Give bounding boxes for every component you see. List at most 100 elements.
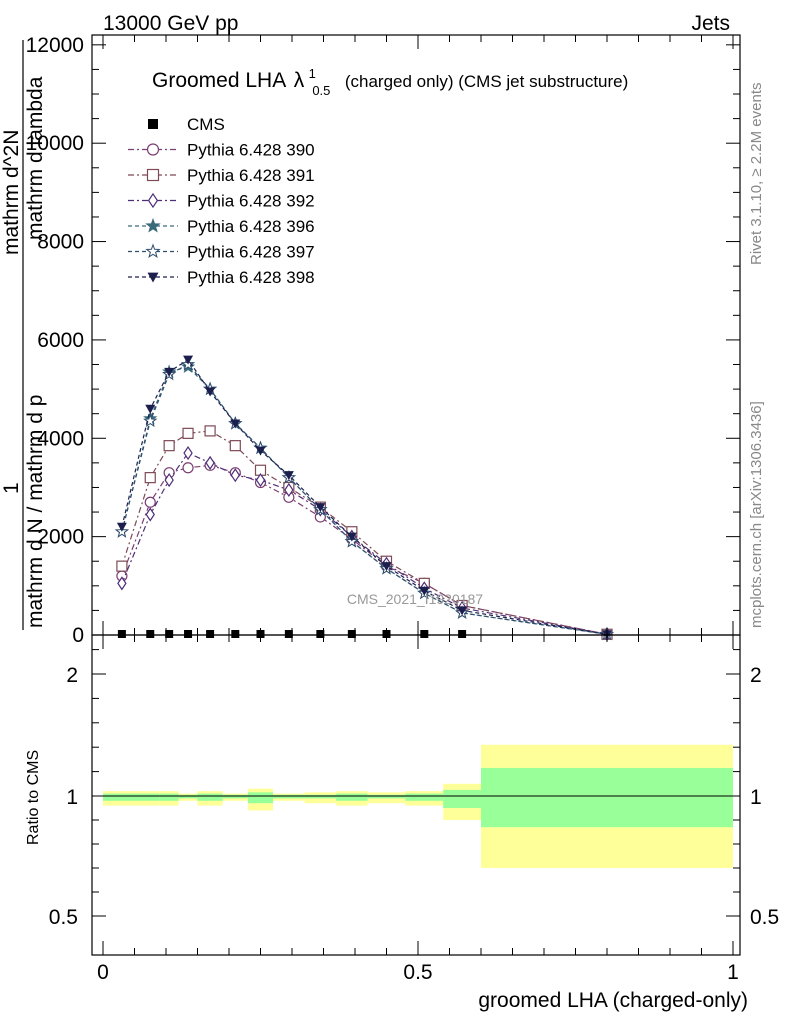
series-line bbox=[121, 452, 608, 635]
marker-square-open bbox=[146, 168, 160, 182]
ylabel-dN-top: mathrm d^2N bbox=[0, 130, 23, 255]
legend-label: Pythia 6.428 391 bbox=[187, 166, 315, 185]
main-ytick-label: 2000 bbox=[37, 526, 84, 549]
legend: CMS Pythia 6.428 390 Pythia 6.428 391 Pythi… bbox=[128, 115, 315, 287]
legend-entry: CMS bbox=[148, 115, 225, 134]
marker-square bbox=[316, 630, 325, 638]
marker-diamond bbox=[164, 473, 174, 488]
marker-square-open bbox=[116, 560, 128, 572]
legend-label: Pythia 6.428 396 bbox=[187, 217, 315, 236]
marker-triangle-down bbox=[315, 503, 326, 513]
ratio-band-inner bbox=[367, 794, 406, 799]
marker-triangle-down bbox=[255, 446, 266, 456]
header-left: 13000 GeV pp bbox=[103, 12, 238, 35]
marker-square bbox=[148, 119, 158, 129]
main-ytick-label: 6000 bbox=[37, 329, 84, 352]
marker-diamond bbox=[183, 445, 193, 461]
ratio-band-inner bbox=[247, 792, 274, 804]
ratio-ytick-label-right: 2 bbox=[750, 664, 762, 687]
marker-circle bbox=[144, 496, 156, 508]
title-main: Groomed LHA bbox=[152, 69, 286, 92]
main-ytick-label: 0 bbox=[72, 624, 84, 647]
marker-square bbox=[206, 630, 215, 638]
ylabel-one: 1 bbox=[0, 482, 23, 494]
ratio-band-inner bbox=[443, 789, 481, 808]
ratio-band-inner bbox=[222, 794, 248, 799]
header-right: Jets bbox=[691, 12, 730, 35]
marker-diamond bbox=[117, 576, 127, 591]
marker-triangle-down bbox=[164, 367, 175, 377]
legend-label: Pythia 6.428 397 bbox=[187, 243, 315, 262]
marker-triangle-down bbox=[381, 562, 392, 572]
main-ytick-label: 4000 bbox=[37, 427, 84, 450]
rivet-label: Rivet 3.1.10, ≥ 2.2M events bbox=[748, 83, 765, 266]
chart-title: Groomed LHA λ 1 0.5 (charged only) (CMS … bbox=[152, 65, 628, 99]
marker-triangle-down bbox=[145, 404, 156, 414]
main-panel: 0 2000 4000 6000 8000 10000 12000 CMS_2021_I19… bbox=[0, 34, 741, 647]
marker-triangle-down bbox=[346, 532, 357, 542]
series-3 bbox=[117, 445, 612, 642]
marker-square bbox=[117, 630, 126, 638]
marker-triangle-down bbox=[230, 419, 241, 429]
marker-square bbox=[231, 630, 240, 638]
marker-triangle-down bbox=[205, 387, 216, 397]
marker-square bbox=[347, 630, 356, 638]
marker-diamond bbox=[145, 507, 155, 522]
marker-circle bbox=[182, 462, 194, 474]
ratio-band-inner bbox=[405, 793, 444, 801]
ratio-ytick-label: 0.5 bbox=[49, 906, 78, 929]
ratio-band-inner bbox=[103, 793, 160, 801]
ratio-ytick-label: 1 bbox=[66, 786, 78, 809]
marker-circle bbox=[146, 143, 160, 156]
marker-square bbox=[458, 630, 467, 638]
marker-diamond bbox=[255, 473, 266, 488]
legend-label: Pythia 6.428 390 bbox=[187, 141, 315, 160]
ratio-band-inner bbox=[197, 793, 223, 801]
legend-entry: Pythia 6.428 398 bbox=[128, 268, 315, 287]
marker-diamond bbox=[205, 455, 215, 470]
ylabel-lambda: mathrm d lambda bbox=[24, 76, 47, 240]
series-0 bbox=[117, 630, 611, 638]
series-line bbox=[121, 430, 608, 635]
legend-entry: Pythia 6.428 392 bbox=[128, 192, 315, 211]
marker-square-open bbox=[229, 440, 241, 452]
mcplots-label: mcplots.cern.ch [arXiv:1306.3436] bbox=[748, 401, 765, 628]
marker-triangle-down bbox=[147, 272, 159, 283]
marker-star bbox=[143, 413, 158, 428]
ratio-ylabel: Ratio to CMS bbox=[25, 750, 42, 845]
ratio-frame bbox=[91, 634, 741, 956]
ratio-xtick-label: 0.5 bbox=[403, 961, 432, 984]
legend-label: Pythia 6.428 398 bbox=[187, 268, 315, 287]
marker-star bbox=[145, 217, 161, 233]
marker-diamond bbox=[230, 468, 241, 483]
title-rest: (charged only) (CMS jet substructure) bbox=[345, 72, 628, 91]
ratio-ytick-label: 2 bbox=[66, 664, 78, 687]
title-sub: 0.5 bbox=[312, 83, 330, 98]
marker-square bbox=[420, 630, 429, 638]
marker-triangle-down bbox=[283, 471, 294, 481]
marker-square-open bbox=[182, 427, 194, 439]
ratio-xtick-label: 1 bbox=[727, 961, 739, 984]
ratio-band-inner bbox=[273, 794, 305, 799]
series-6 bbox=[116, 355, 612, 640]
marker-diamond bbox=[284, 482, 294, 497]
legend-label: CMS bbox=[187, 115, 225, 134]
main-ytick-label: 10000 bbox=[26, 132, 84, 155]
marker-diamond bbox=[147, 192, 159, 209]
series-2 bbox=[116, 425, 613, 640]
main-ytick-label: 8000 bbox=[37, 231, 84, 254]
marker-triangle-down bbox=[457, 606, 468, 616]
marker-square-open bbox=[163, 440, 175, 452]
legend-entry: Pythia 6.428 390 bbox=[128, 141, 315, 160]
title-sup: 1 bbox=[309, 66, 316, 81]
ratio-xtick-label: 0 bbox=[97, 961, 109, 984]
marker-square bbox=[146, 630, 155, 638]
marker-star bbox=[145, 243, 161, 258]
legend-entry: Pythia 6.428 391 bbox=[128, 166, 315, 185]
ratio-bands bbox=[103, 744, 733, 868]
marker-square bbox=[165, 630, 174, 638]
ylabel-dN: mathrm d N / mathrm d p bbox=[24, 395, 47, 628]
main-ylabel: 1 mathrm d N / mathrm d p mathrm d^2N ma… bbox=[0, 40, 47, 630]
main-curves bbox=[114, 355, 615, 642]
